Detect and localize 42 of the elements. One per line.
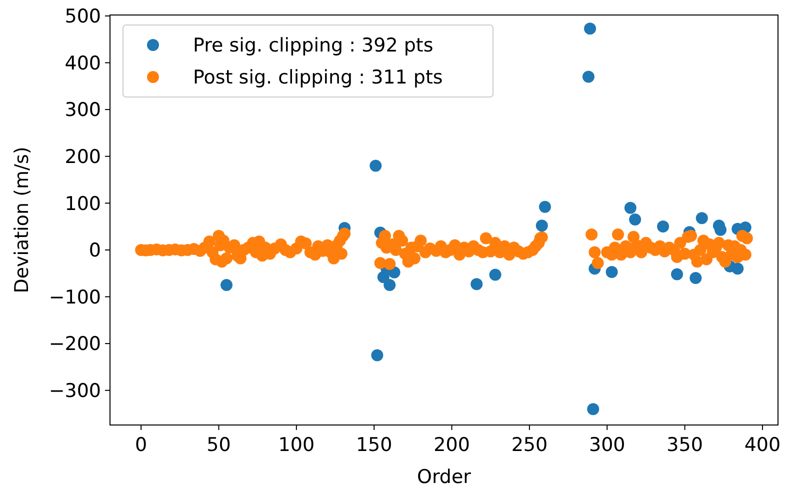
- point: [587, 403, 600, 416]
- x-tick-label: 50: [206, 434, 231, 456]
- x-tick-label: 100: [278, 434, 315, 456]
- point: [470, 278, 483, 290]
- y-tick-label: 100: [64, 192, 101, 215]
- x-tick-label: 150: [356, 434, 392, 456]
- y-tick-label: 300: [64, 99, 101, 122]
- point: [690, 272, 702, 284]
- y-tick-label: 500: [64, 6, 101, 28]
- x-tick-label: 400: [744, 434, 781, 456]
- x-tick-label: 250: [511, 434, 548, 456]
- point: [371, 349, 384, 362]
- y-tick-label: −200: [48, 333, 101, 356]
- point: [370, 160, 382, 172]
- point: [624, 202, 636, 214]
- x-axis-title: Order: [417, 466, 472, 488]
- point: [220, 279, 233, 292]
- point: [696, 212, 708, 224]
- x-tick-label: 200: [434, 434, 470, 456]
- y-tick-label: 200: [64, 146, 101, 168]
- point: [732, 262, 744, 275]
- point: [657, 220, 670, 233]
- point: [671, 268, 684, 280]
- y-tick-label: −300: [48, 380, 101, 402]
- point: [584, 22, 596, 35]
- y-axis-title: Deviation (m/s): [11, 146, 33, 294]
- point: [606, 266, 618, 278]
- y-tick-label: 0: [88, 240, 101, 262]
- point: [489, 268, 502, 281]
- point: [388, 266, 400, 278]
- legend-label: Post sig. clipping : 311 pts: [193, 66, 443, 89]
- legend-label: Pre sig. clipping : 392 pts: [193, 34, 434, 57]
- x-tick-label: 350: [666, 434, 703, 456]
- point: [582, 70, 594, 83]
- point: [536, 220, 548, 232]
- y-tick-label: 400: [64, 52, 101, 74]
- y-tick-label: −100: [48, 286, 101, 308]
- point: [538, 200, 551, 213]
- x-tick-label: 0: [135, 434, 148, 456]
- point: [629, 214, 642, 226]
- x-tick-label: 300: [588, 434, 626, 456]
- point: [384, 279, 396, 292]
